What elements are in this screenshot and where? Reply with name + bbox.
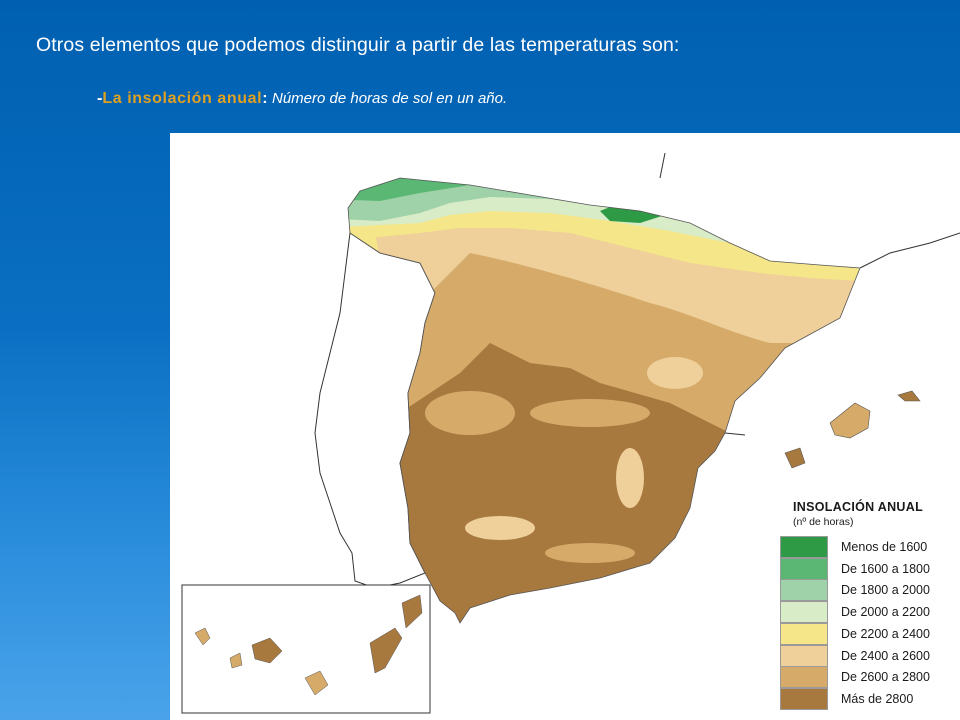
legend-subtitle: (nº de horas) — [793, 516, 854, 528]
legend-label: De 2000 a 2200 — [841, 605, 930, 620]
legend-label: De 2600 a 2800 — [841, 670, 930, 685]
legend-title: INSOLACIÓN ANUAL — [793, 500, 924, 514]
subtitle-dash: - — [97, 90, 103, 107]
legend-swatch — [780, 666, 828, 689]
legend-item: De 2200 a 2400 — [780, 622, 955, 645]
balearic-islands — [784, 390, 921, 469]
legend-item: De 1600 a 1800 — [780, 557, 955, 580]
legend-label: De 1800 a 2000 — [841, 583, 930, 598]
legend-swatch — [780, 601, 828, 624]
legend-swatch — [780, 687, 828, 710]
legend-item: De 2000 a 2200 — [780, 601, 955, 624]
slide-subtitle: -La insolación anual: Número de horas de… — [97, 90, 507, 108]
legend-label: De 1600 a 1800 — [841, 561, 930, 576]
legend-swatch — [780, 622, 828, 645]
subtitle-description: Número de horas de sol en un año. — [272, 90, 508, 107]
canary-inset — [181, 584, 431, 714]
legend-item: Menos de 1600 — [780, 536, 955, 558]
legend-label: Más de 2800 — [841, 691, 914, 706]
legend-label: De 2400 a 2600 — [841, 648, 930, 663]
legend-swatch — [780, 557, 828, 580]
legend-label: De 2200 a 2400 — [841, 626, 930, 641]
legend-item: Más de 2800 — [780, 687, 955, 710]
spain-outline — [347, 177, 861, 624]
insolation-map — [181, 152, 960, 714]
legend-label: Menos de 1600 — [841, 540, 928, 554]
slide-title: Otros elementos que podemos distinguir a… — [36, 34, 680, 56]
legend-swatch — [780, 579, 828, 602]
subtitle-colon: : — [262, 90, 268, 107]
legend-item: De 2400 a 2600 — [780, 644, 955, 667]
legend-item: De 1800 a 2000 — [780, 579, 955, 602]
legend-swatch — [780, 536, 828, 558]
legend-swatch — [780, 644, 828, 667]
legend-item: De 2600 a 2800 — [780, 666, 955, 689]
insolation-map-panel: INSOLACIÓN ANUAL (nº de horas) Menos de … — [170, 133, 960, 720]
subtitle-term: La insolación anual — [102, 90, 263, 107]
